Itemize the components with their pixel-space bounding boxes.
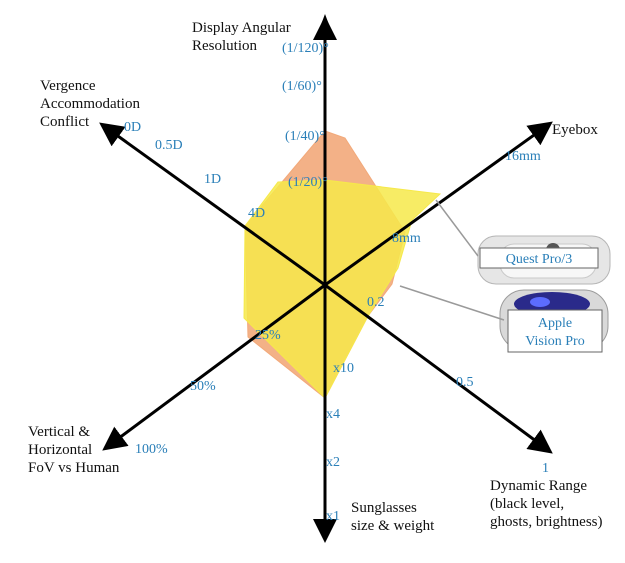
axis-line-fov — [102, 283, 326, 451]
tick-label-fov: 50% — [190, 379, 216, 394]
axis-line-eyebox — [324, 121, 553, 287]
legend-label-quest: Quest Pro/3 — [506, 252, 573, 267]
legend-label-vision-pro: Apple — [538, 316, 572, 331]
tick-label-eyebox: 16mm — [505, 149, 541, 164]
tick-label-resolution: (1/120)° — [282, 41, 329, 56]
quest-label-box — [479, 247, 599, 269]
vision-pro-label-box — [507, 309, 603, 353]
axis-title-vac: Vergence Accommodation Conflict — [40, 78, 140, 130]
tick-label-sunglasses: x4 — [326, 407, 340, 422]
axis-title-dynamic-range: Dynamic Range (black level, ghosts, bright… — [490, 478, 603, 530]
legend-label-vision-pro: Vision Pro — [525, 334, 584, 349]
tick-label-sunglasses: x1 — [326, 509, 340, 524]
tick-label-sunglasses: x2 — [326, 455, 340, 470]
tick-label-fov: 25% — [255, 328, 281, 343]
quest-leader-line — [435, 199, 479, 257]
series-area-quest-pro-3 — [243, 179, 442, 399]
axis-title-eyebox: Eyebox — [552, 122, 598, 138]
axis-arrow-top — [319, 14, 331, 30]
tick-label-fov: 100% — [135, 442, 168, 457]
axis-title-sunglasses: Sunglasses size & weight — [351, 500, 435, 534]
axis-line-vac — [99, 122, 326, 287]
tick-label-eyebox: 8mm — [392, 231, 421, 246]
tick-label-resolution: (1/20)° — [288, 175, 328, 190]
vision-pro-leader-line — [399, 285, 505, 321]
tick-label-vac: 1D — [204, 172, 221, 187]
tick-label-dynamic-range: 0.2 — [367, 295, 385, 310]
tick-label-resolution: (1/40)° — [285, 129, 325, 144]
tick-label-vac: 4D — [248, 206, 265, 221]
axis-title-fov: Vertical & Horizontal FoV vs Human — [28, 424, 120, 476]
tick-label-vac: 0D — [124, 120, 141, 135]
tick-label-dynamic-range: 0.5 — [456, 375, 474, 390]
axis-line-dynamic-range — [324, 283, 553, 454]
tick-label-vac: 0.5D — [155, 138, 183, 153]
axis-title-resolution: Display Angular Resolution — [192, 20, 291, 54]
tick-label-sunglasses: x10 — [333, 361, 354, 376]
tick-label-dynamic-range: 1 — [542, 461, 549, 476]
tick-label-resolution: (1/60)° — [282, 79, 322, 94]
